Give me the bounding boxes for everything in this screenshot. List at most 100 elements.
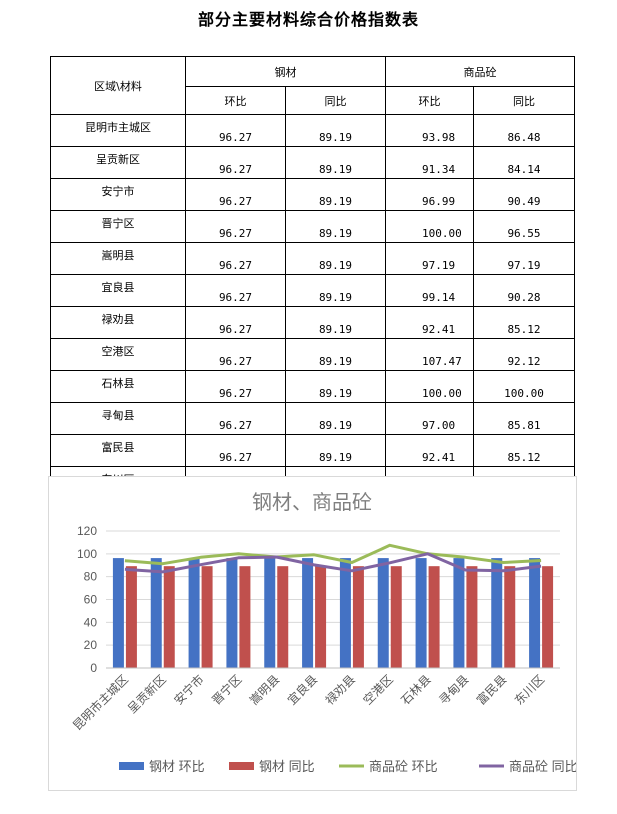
value-cell-steel-yoy: 89.19: [285, 210, 386, 243]
x-tick-label: 寻甸县: [436, 672, 471, 707]
value-cell-concrete-yoy: 85.81: [473, 402, 575, 435]
value-cell-concrete-yoy: 92.12: [473, 338, 575, 371]
y-tick-label: 100: [77, 547, 97, 561]
x-tick-label: 安宁市: [171, 672, 207, 708]
value-cell-concrete-yoy: 90.28: [473, 274, 575, 307]
region-cell: 禄劝县: [50, 306, 186, 339]
group-header-concrete: 商品砼: [385, 56, 575, 87]
region-cell: 昆明市主城区: [50, 114, 186, 147]
legend-swatch-steel-yoy: [229, 762, 254, 770]
value-cell-concrete-mom: 100.00: [385, 210, 474, 243]
value-cell-concrete-mom: 92.41: [385, 434, 474, 467]
table-row: 晋宁区 96.27 89.19 100.00 96.55: [50, 210, 575, 243]
region-cell: 石林县: [50, 370, 186, 403]
value-cell-concrete-yoy: 100.00: [473, 370, 575, 403]
bar-steel-yoy: [428, 566, 440, 668]
table-row: 安宁市 96.27 89.19 96.99 90.49: [50, 178, 575, 211]
value-cell-concrete-yoy: 85.12: [473, 434, 575, 467]
table-row: 嵩明县 96.27 89.19 97.19 97.19: [50, 242, 575, 275]
y-tick-label: 80: [84, 570, 98, 584]
value-cell-concrete-yoy: 84.14: [473, 146, 575, 179]
x-tick-label: 昆明市主城区: [70, 672, 132, 734]
bar-steel-yoy: [125, 566, 137, 668]
value-cell-concrete-yoy: 90.49: [473, 178, 575, 211]
chart-panel: 钢材、商品砼 0 20 40 60 80 100 120 昆明市主城区 呈贡新区 安宁市 晋宁区 嵩明县…: [48, 476, 577, 791]
value-cell-steel-yoy: 89.19: [285, 146, 386, 179]
sub-header-steel-mom: 环比: [185, 86, 286, 115]
legend-label-concrete-yoy: 商品砼 同比: [509, 759, 576, 774]
bar-steel-mom: [453, 558, 465, 668]
bar-steel-yoy: [542, 566, 554, 668]
bar-steel-mom: [491, 558, 503, 668]
region-cell: 空港区: [50, 338, 186, 371]
value-cell-concrete-yoy: 85.12: [473, 306, 575, 339]
x-tick-label: 嵩明县: [247, 672, 282, 707]
chart-title: 钢材、商品砼: [252, 491, 372, 514]
x-tick-label: 宜良县: [284, 672, 320, 708]
line-concrete-mom: [124, 543, 542, 566]
legend-swatch-steel-mom: [119, 762, 144, 770]
value-cell-steel-yoy: 89.19: [285, 338, 386, 371]
value-cell-steel-mom: 96.27: [185, 370, 286, 403]
value-cell-concrete-yoy: 97.19: [473, 242, 575, 275]
region-cell: 晋宁区: [50, 210, 186, 243]
sub-header-steel-yoy: 同比: [285, 86, 386, 115]
corner-header: 区域\材料: [50, 56, 186, 115]
value-cell-steel-mom: 96.27: [185, 274, 286, 307]
value-cell-steel-mom: 96.27: [185, 402, 286, 435]
bar-steel-mom: [150, 558, 162, 668]
legend-label-steel-yoy: 钢材 同比: [259, 759, 315, 774]
value-cell-steel-yoy: 89.19: [285, 402, 386, 435]
value-cell-steel-mom: 96.27: [185, 210, 286, 243]
value-cell-concrete-mom: 99.14: [385, 274, 474, 307]
sub-header-concrete-yoy: 同比: [473, 86, 575, 115]
bar-steel-yoy: [239, 566, 251, 668]
x-tick-label: 禄劝县: [322, 672, 358, 708]
table-row: 寻甸县 96.27 89.19 97.00 85.81: [50, 402, 575, 435]
bar-steel-mom: [226, 558, 238, 668]
bar-steel-yoy: [466, 566, 478, 668]
value-cell-steel-mom: 96.27: [185, 434, 286, 467]
region-cell: 宜良县: [50, 274, 186, 307]
bar-steel-yoy: [504, 566, 516, 668]
region-cell: 富民县: [50, 434, 186, 467]
value-cell-concrete-mom: 96.99: [385, 178, 474, 211]
line-concrete-yoy: [124, 552, 542, 574]
value-cell-steel-yoy: 89.19: [285, 370, 386, 403]
bar-steel-yoy: [201, 566, 213, 668]
region-cell: 呈贡新区: [50, 146, 186, 179]
bar-steel-yoy: [277, 566, 289, 668]
value-cell-steel-mom: 96.27: [185, 114, 286, 147]
page-title: 部分主要材料综合价格指数表: [197, 10, 419, 29]
y-tick-label: 120: [77, 524, 97, 538]
bar-steel-mom: [377, 558, 389, 668]
value-cell-steel-yoy: 89.19: [285, 114, 386, 147]
value-cell-concrete-mom: 93.98: [385, 114, 474, 147]
bar-steel-yoy: [390, 566, 402, 668]
x-tick-label: 空港区: [361, 672, 396, 707]
y-tick-label: 60: [84, 593, 98, 607]
price-index-table: 区域\材料 钢材 商品砼 环比 同比 环比 同比 昆明市主城区 96.27 89.1…: [50, 56, 575, 499]
value-cell-steel-mom: 96.27: [185, 242, 286, 275]
region-cell: 嵩明县: [50, 242, 186, 275]
value-cell-steel-mom: 96.27: [185, 306, 286, 339]
bar-steel-mom: [339, 558, 351, 668]
bar-steel-mom: [112, 558, 124, 668]
x-tick-label: 晋宁区: [208, 672, 244, 708]
bar-steel-mom: [302, 558, 314, 668]
value-cell-concrete-yoy: 96.55: [473, 210, 575, 243]
value-cell-concrete-mom: 100.00: [385, 370, 474, 403]
value-cell-concrete-mom: 92.41: [385, 306, 474, 339]
y-tick-label: 40: [84, 615, 98, 629]
table-row: 呈贡新区 96.27 89.19 91.34 84.14: [50, 146, 575, 179]
bar-steel-yoy: [163, 566, 175, 668]
value-cell-concrete-mom: 107.47: [385, 338, 474, 371]
x-tick-label: 东川区: [512, 672, 547, 707]
sub-header-concrete-mom: 环比: [385, 86, 474, 115]
y-tick-label: 20: [84, 638, 98, 652]
bar-steel-mom: [264, 558, 276, 668]
bar-steel-yoy: [352, 566, 364, 668]
bar-steel-yoy: [315, 566, 327, 668]
y-tick-label: 0: [90, 661, 97, 675]
